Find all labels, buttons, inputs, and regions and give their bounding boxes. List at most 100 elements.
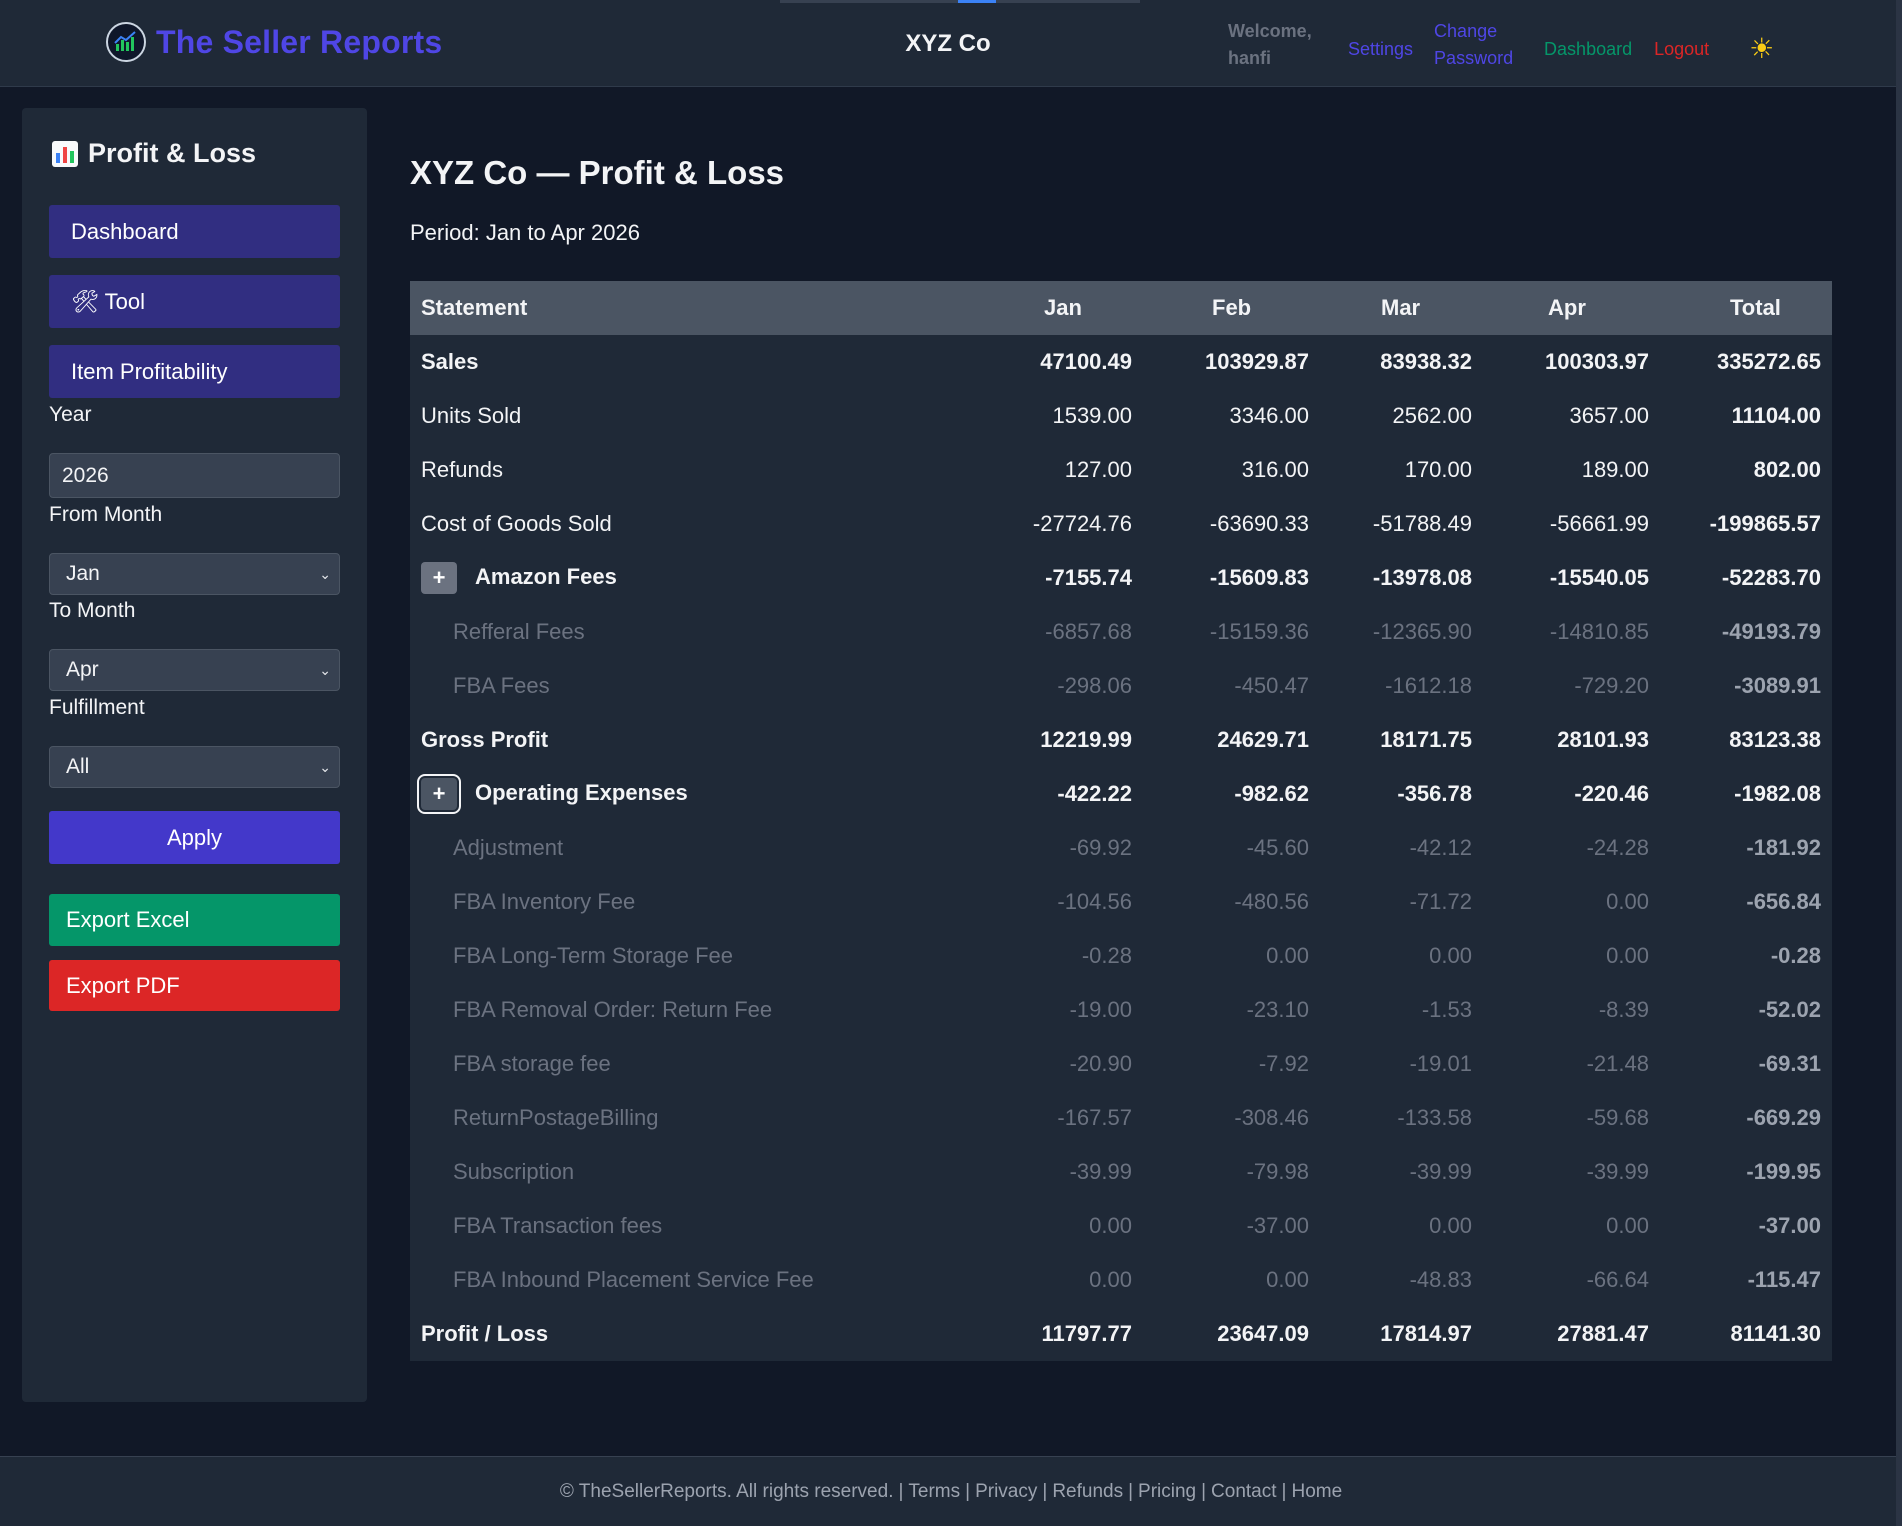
theme-toggle-sun-icon[interactable]: ☀ [1749, 33, 1775, 64]
year-input[interactable] [49, 453, 340, 498]
brand[interactable]: The Seller Reports [106, 22, 442, 62]
row-label: FBA Fees [453, 673, 550, 698]
cell-mar: -39.99 [1409, 1159, 1472, 1184]
from-month-select[interactable]: Jan ⌄ [49, 553, 340, 595]
cell-apr: -729.20 [1574, 673, 1649, 698]
row-label: FBA storage fee [453, 1051, 611, 1076]
row-label: Sales [421, 349, 479, 374]
cell-total: -1982.08 [1734, 781, 1821, 806]
row-label: ReturnPostageBilling [453, 1105, 659, 1130]
footer-link-pricing[interactable]: Pricing [1138, 1480, 1197, 1502]
cell-mar: 0.00 [1429, 943, 1472, 968]
cell-mar: -19.01 [1409, 1051, 1472, 1076]
table-row: FBA Long-Term Storage Fee -0.28 0.00 0.0… [410, 929, 1832, 983]
column-header-feb: Feb [1212, 295, 1252, 320]
export-excel-button[interactable]: Export Excel [49, 894, 340, 946]
company-name: XYZ Co [905, 30, 991, 57]
sidebar-dashboard-button[interactable]: Dashboard [49, 205, 340, 258]
cell-feb: -79.98 [1246, 1159, 1309, 1184]
cell-total: -49193.79 [1721, 619, 1821, 644]
cell-feb: 316.00 [1241, 457, 1309, 482]
table-row: ReturnPostageBilling -167.57 -308.46 -13… [410, 1091, 1832, 1145]
row-label: Gross Profit [421, 727, 549, 752]
cell-apr: 189.00 [1581, 457, 1649, 482]
change-password-link[interactable]: Change Password [1434, 21, 1514, 68]
copyright-text: © TheSellerReports. All rights reserved. [559, 1480, 894, 1502]
from-month-label: From Month [49, 503, 163, 526]
to-month-label: To Month [49, 599, 136, 622]
cell-jan: 0.00 [1089, 1213, 1132, 1238]
footer-link-contact[interactable]: Contact [1211, 1480, 1277, 1502]
cell-feb: -37.00 [1246, 1213, 1309, 1238]
cell-total: -3089.91 [1734, 673, 1821, 698]
expand-operating-expenses-button[interactable]: + [417, 774, 461, 814]
top-tab-indicator [780, 0, 1140, 3]
footer-link-home[interactable]: Home [1291, 1480, 1343, 1502]
cell-total: -115.47 [1747, 1267, 1821, 1292]
cell-jan: -19.00 [1069, 997, 1132, 1022]
expand-amazon-fees-button[interactable]: + [421, 562, 457, 594]
sidebar-tool-button[interactable]: 🛠 Tool [49, 275, 340, 328]
footer-link-refunds[interactable]: Refunds [1052, 1480, 1124, 1502]
cell-feb: -15609.83 [1209, 565, 1309, 590]
sidebar-item-profitability-button[interactable]: Item Profitability [49, 345, 340, 398]
user-nav: Welcome, hanfi Settings Change Password … [1228, 18, 1774, 72]
footer-link-terms[interactable]: Terms [908, 1480, 961, 1502]
row-label: Adjustment [453, 835, 564, 860]
cell-jan: -167.57 [1057, 1105, 1132, 1130]
row-label: FBA Transaction fees [453, 1213, 663, 1238]
welcome-text: Welcome, hanfi [1228, 21, 1312, 68]
cell-feb: -63690.33 [1209, 511, 1309, 536]
cell-mar: -1.53 [1421, 997, 1472, 1022]
column-header-statement: Statement [421, 295, 528, 320]
row-label: Cost of Goods Sold [421, 511, 612, 536]
cell-jan: -7155.74 [1045, 565, 1132, 590]
cell-mar: 170.00 [1404, 457, 1472, 482]
chevron-down-icon: ⌄ [319, 661, 331, 678]
table-row: Units Sold 1539.00 3346.00 2562.00 3657.… [410, 389, 1832, 443]
cell-total: -181.92 [1746, 835, 1821, 860]
profit-loss-table: Statement Jan Feb Mar Apr Total Sales 47… [410, 281, 1832, 1361]
row-label: Operating Expenses [475, 779, 688, 805]
cell-jan: -39.99 [1069, 1159, 1132, 1184]
cell-total: -0.28 [1770, 943, 1821, 968]
cell-mar: -42.12 [1409, 835, 1472, 860]
fulfillment-value: All [66, 755, 90, 778]
row-label: FBA Removal Order: Return Fee [453, 997, 773, 1022]
page-scrollbar[interactable] [1896, 0, 1902, 1526]
cell-total: -669.29 [1746, 1105, 1821, 1130]
sidebar: Profit & Loss Dashboard 🛠 Tool Item Prof… [22, 108, 367, 1402]
settings-link[interactable]: Settings [1348, 38, 1414, 59]
apply-button[interactable]: Apply [49, 811, 340, 864]
to-month-select[interactable]: Apr ⌄ [49, 649, 340, 691]
cell-feb: -15159.36 [1209, 619, 1309, 644]
cell-feb: 0.00 [1266, 943, 1309, 968]
chart-logo-icon [106, 22, 146, 62]
dashboard-link[interactable]: Dashboard [1544, 38, 1633, 59]
fulfillment-label: Fulfillment [49, 696, 145, 719]
cell-apr: 28101.93 [1557, 727, 1649, 752]
cell-apr: -56661.99 [1549, 511, 1649, 536]
table-row-group-operating-expenses: + Operating Expenses -422.22 -982.62 -356… [410, 767, 1832, 821]
bar-chart-icon [52, 140, 78, 167]
column-header-jan: Jan [1044, 295, 1082, 320]
cell-feb: 103929.87 [1205, 349, 1309, 374]
fulfillment-select[interactable]: All ⌄ [49, 746, 340, 788]
cell-total: 335272.65 [1717, 349, 1821, 374]
period-text: Period: Jan to Apr 2026 [410, 220, 640, 245]
table-row-group-amazon-fees: + Amazon Fees -7155.74 -15609.83 -13978.0… [410, 551, 1832, 605]
row-label: FBA Inventory Fee [453, 889, 636, 914]
cell-mar: -48.83 [1409, 1267, 1472, 1292]
cell-feb: -450.47 [1234, 673, 1309, 698]
logout-link[interactable]: Logout [1654, 38, 1710, 59]
cell-jan: 47100.49 [1040, 349, 1132, 374]
export-pdf-button[interactable]: Export PDF [49, 960, 340, 1011]
cell-apr: 0.00 [1606, 943, 1649, 968]
cell-apr: -14810.85 [1549, 619, 1649, 644]
cell-jan: -6857.68 [1045, 619, 1132, 644]
row-label: FBA Long-Term Storage Fee [453, 943, 734, 968]
cell-jan: -20.90 [1069, 1051, 1132, 1076]
cell-mar: -71.72 [1409, 889, 1472, 914]
row-label: Profit / Loss [421, 1321, 549, 1346]
footer-link-privacy[interactable]: Privacy [975, 1480, 1038, 1502]
